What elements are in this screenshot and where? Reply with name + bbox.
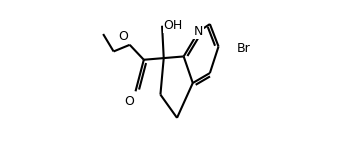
Text: OH: OH <box>163 19 183 32</box>
Text: N: N <box>194 25 203 38</box>
Text: Br: Br <box>237 42 250 55</box>
Text: O: O <box>118 30 128 43</box>
Text: O: O <box>124 95 134 108</box>
